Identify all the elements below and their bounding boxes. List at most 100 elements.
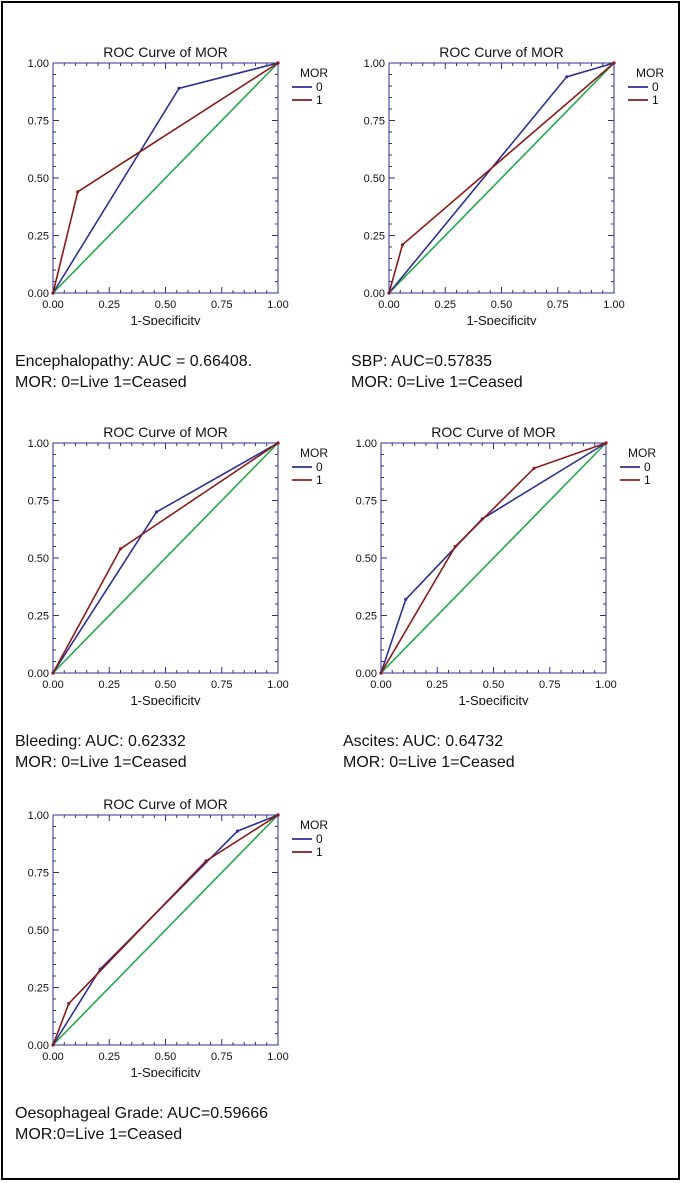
y-tick-label: 0.00 <box>28 1040 49 1052</box>
roc-panel-oesophageal-grade: ROC Curve of MOR 0.00 0.25 0.50 0.75 1.00 0.00… <box>3 787 333 1147</box>
x-axis-label: 1-Specificity <box>130 313 201 325</box>
y-tick-label: 0.25 <box>28 611 49 623</box>
x-tick-label: 0.00 <box>42 299 63 311</box>
series-1-point <box>51 1043 55 1047</box>
x-tick-label: 0.00 <box>378 299 399 311</box>
y-tick-label: 0.50 <box>28 553 49 565</box>
x-tick-label: 0.50 <box>155 1051 176 1063</box>
series-1-point <box>118 547 123 551</box>
caption-line-legend: MOR: 0=Live 1=Ceased <box>343 754 515 771</box>
x-axis-label: 1-Specificity <box>466 313 537 325</box>
caption: Bleeding: AUC: 0.62332 MOR: 0=Live 1=Cea… <box>15 731 187 773</box>
legend-label-1: 1 <box>316 845 323 859</box>
reference-diagonal-line <box>52 814 279 1046</box>
y-tick-label: 0.50 <box>356 553 377 565</box>
reference-diagonal-line <box>52 442 279 674</box>
series-0-point <box>565 75 569 79</box>
chart-title: ROC Curve of MOR <box>439 44 563 60</box>
chart-title: ROC Curve of MOR <box>103 44 227 60</box>
roc-chart: ROC Curve of MOR 0.00 0.25 0.50 0.75 1.00 0.00… <box>356 424 657 705</box>
x-tick-label: 0.50 <box>155 299 176 311</box>
reference-diagonal-line <box>52 62 279 294</box>
series-1-point <box>276 813 280 817</box>
x-tick-label: 1.00 <box>595 679 616 691</box>
x-tick-label: 0.75 <box>211 679 232 691</box>
series-0-point <box>154 510 159 514</box>
series-1-point <box>400 243 405 247</box>
y-tick-label: 0.50 <box>28 173 49 185</box>
x-tick-label: 1.00 <box>267 1051 288 1063</box>
series-1-point <box>76 190 80 194</box>
roc-chart: ROC Curve of MOR 0.00 0.25 0.50 0.75 1.00 0.00… <box>28 796 329 1077</box>
x-tick-label: 0.25 <box>427 679 448 691</box>
caption: Encephalopathy: AUC = 0.66408. MOR: 0=Li… <box>15 351 252 393</box>
roc-chart: ROC Curve of MOR 0.00 0.25 0.50 0.75 1.00 0.00… <box>28 44 329 325</box>
roc-panel-bleeding: ROC Curve of MOR 0.00 0.25 0.50 0.75 1.00 0.00… <box>3 415 333 775</box>
series-0-point <box>177 86 181 90</box>
y-tick-label: 0.00 <box>28 288 49 300</box>
caption-line-auc: Ascites: AUC: 0.64732 <box>343 733 504 750</box>
chart-title: ROC Curve of MOR <box>103 796 227 812</box>
legend-label-0: 0 <box>316 832 323 846</box>
roc-chart: ROC Curve of MOR 0.00 0.25 0.50 0.75 1.00 0.00… <box>28 424 329 705</box>
roc-panel-sbp: ROC Curve of MOR 0.00 0.25 0.50 0.75 1.00 0.00… <box>339 35 669 395</box>
caption-line-legend: MOR:0=Live 1=Ceased <box>15 1126 183 1143</box>
x-tick-label: 0.25 <box>99 679 120 691</box>
legend-label-0: 0 <box>652 80 659 94</box>
legend-title: MOR <box>300 446 328 460</box>
caption: Oesophageal Grade: AUC=0.59666 MOR:0=Liv… <box>15 1103 268 1145</box>
roc-panel-ascites: ROC Curve of MOR 0.00 0.25 0.50 0.75 1.00 0.00… <box>331 415 661 775</box>
series-1-point <box>387 291 391 295</box>
series-1-point <box>204 859 208 863</box>
y-tick-label: 1.00 <box>28 438 49 450</box>
legend-label-1: 1 <box>316 93 323 107</box>
series-1-line <box>52 814 279 1046</box>
caption-line-auc: Bleeding: AUC: 0.62332 <box>15 733 186 750</box>
series-1-point <box>379 671 383 675</box>
caption: SBP: AUC=0.57835 MOR: 0=Live 1=Ceased <box>351 351 523 393</box>
y-tick-label: 1.00 <box>356 438 377 450</box>
series-1-point <box>612 61 616 65</box>
legend-title: MOR <box>300 818 328 832</box>
roc-chart: ROC Curve of MOR 0.00 0.25 0.50 0.75 1.00 0.00… <box>364 44 665 325</box>
legend-title: MOR <box>636 66 664 80</box>
series-1-point <box>51 291 55 295</box>
series-1-point <box>276 61 280 65</box>
y-tick-label: 0.75 <box>356 496 377 508</box>
series-0-point <box>235 829 240 833</box>
x-tick-label: 1.00 <box>603 299 624 311</box>
legend-label-0: 0 <box>316 460 323 474</box>
x-tick-label: 0.75 <box>547 299 568 311</box>
series-1-point <box>67 1002 71 1006</box>
caption-line-auc: Encephalopathy: AUC = 0.66408. <box>15 353 253 370</box>
x-tick-label: 0.00 <box>42 679 63 691</box>
series-1-point <box>532 466 536 470</box>
y-tick-label: 1.00 <box>28 58 49 70</box>
y-tick-label: 0.75 <box>28 868 49 880</box>
x-tick-label: 0.75 <box>211 1051 232 1063</box>
series-1-line <box>380 442 607 674</box>
caption-line-legend: MOR: 0=Live 1=Ceased <box>15 754 187 771</box>
x-tick-label: 0.25 <box>435 299 456 311</box>
y-tick-label: 0.25 <box>364 231 385 243</box>
y-tick-label: 1.00 <box>28 810 49 822</box>
reference-diagonal-line <box>388 62 615 294</box>
caption-line-legend: MOR: 0=Live 1=Ceased <box>351 374 523 391</box>
caption-line-auc: SBP: AUC=0.57835 <box>351 353 492 370</box>
chart-title: ROC Curve of MOR <box>103 424 227 440</box>
x-tick-label: 0.00 <box>370 679 391 691</box>
chart-title: ROC Curve of MOR <box>431 424 555 440</box>
series-1-point <box>604 441 608 445</box>
y-tick-label: 0.75 <box>28 496 49 508</box>
series-1-point <box>51 671 55 675</box>
x-axis-label: 1-Specificity <box>130 1065 201 1077</box>
y-tick-label: 0.50 <box>364 173 385 185</box>
x-tick-label: 1.00 <box>267 679 288 691</box>
roc-panel-encephalopathy: ROC Curve of MOR 0.00 0.25 0.50 0.75 1.00 0.00… <box>3 35 333 395</box>
series-0-point <box>404 597 408 601</box>
y-tick-label: 0.25 <box>28 983 49 995</box>
legend-title: MOR <box>300 66 328 80</box>
legend-label-1: 1 <box>652 93 659 107</box>
x-tick-label: 0.75 <box>211 299 232 311</box>
